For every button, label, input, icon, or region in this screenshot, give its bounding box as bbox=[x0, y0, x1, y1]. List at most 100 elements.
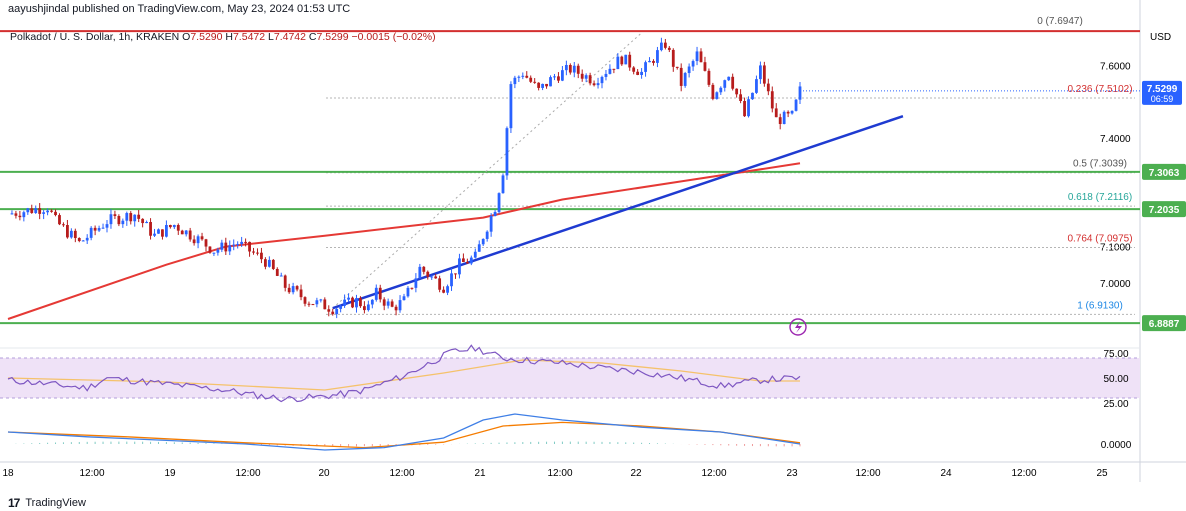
x-tick-label: 25 bbox=[1096, 468, 1108, 479]
candle bbox=[121, 220, 125, 225]
candle bbox=[446, 286, 449, 293]
candle bbox=[283, 275, 287, 288]
candle bbox=[347, 297, 350, 300]
candle bbox=[89, 227, 93, 238]
candle bbox=[137, 214, 141, 219]
candle bbox=[252, 251, 255, 253]
x-tick-label: 12:00 bbox=[701, 468, 726, 479]
candle bbox=[62, 224, 65, 226]
symbol-legend: Polkadot / U. S. Dollar, 1h, KRAKEN O7.5… bbox=[10, 31, 436, 43]
candle bbox=[608, 68, 612, 74]
candle bbox=[10, 213, 14, 215]
candle bbox=[287, 287, 291, 293]
rsi-band bbox=[0, 358, 1140, 398]
candle bbox=[279, 275, 283, 277]
candle bbox=[739, 94, 742, 101]
candle bbox=[691, 61, 695, 67]
candle bbox=[73, 230, 77, 239]
support-price-label: 6.8887 bbox=[1149, 319, 1180, 330]
candle bbox=[533, 81, 537, 83]
currency-label: USD bbox=[1150, 32, 1171, 43]
candle bbox=[557, 76, 560, 81]
fib-retracement-diagonal bbox=[332, 32, 642, 309]
candle bbox=[628, 54, 632, 68]
candle bbox=[576, 65, 580, 74]
candle bbox=[766, 83, 770, 92]
candle bbox=[549, 77, 552, 87]
x-tick-label: 12:00 bbox=[235, 468, 260, 479]
candle bbox=[430, 276, 434, 278]
bar-countdown: 06:59 bbox=[1151, 94, 1174, 104]
candle bbox=[592, 83, 596, 86]
x-tick-label: 24 bbox=[940, 468, 952, 479]
candle bbox=[561, 70, 564, 81]
current-price-label: 7.5299 bbox=[1147, 84, 1178, 95]
candle bbox=[572, 65, 576, 73]
candle bbox=[687, 66, 691, 74]
candle bbox=[382, 299, 386, 306]
candle bbox=[97, 228, 101, 231]
candle bbox=[299, 289, 303, 298]
candle bbox=[652, 60, 655, 63]
x-tick-label: 18 bbox=[2, 468, 14, 479]
candle bbox=[426, 271, 430, 277]
candle bbox=[323, 299, 327, 310]
support-price-label: 7.3063 bbox=[1149, 168, 1180, 179]
candle bbox=[568, 64, 572, 73]
candle bbox=[442, 289, 445, 293]
y-tick-label: 7.6000 bbox=[1100, 61, 1131, 72]
candle bbox=[707, 70, 711, 85]
candle bbox=[616, 56, 620, 70]
candle bbox=[212, 252, 216, 254]
candle bbox=[529, 77, 533, 82]
candle bbox=[747, 99, 750, 117]
candle bbox=[81, 240, 85, 242]
candle bbox=[450, 273, 453, 287]
candles bbox=[10, 37, 802, 319]
candle bbox=[604, 73, 608, 77]
lightning-bolt bbox=[795, 321, 802, 333]
footer: 17 TradingView bbox=[8, 496, 86, 510]
candle bbox=[667, 47, 671, 50]
candle bbox=[216, 249, 220, 253]
candle bbox=[113, 214, 117, 217]
candle bbox=[161, 229, 164, 237]
candle bbox=[671, 49, 675, 67]
candle bbox=[699, 51, 703, 63]
candle bbox=[751, 92, 754, 100]
x-tick-label: 19 bbox=[164, 468, 176, 479]
candle bbox=[458, 258, 461, 275]
candle bbox=[291, 286, 295, 293]
fib-label: 0.236 (7.5102) bbox=[1067, 84, 1132, 95]
candle bbox=[715, 92, 719, 99]
candle bbox=[264, 259, 267, 267]
candle bbox=[660, 42, 663, 51]
candle bbox=[125, 213, 129, 221]
rsi-tick-label: 25.00 bbox=[1103, 399, 1128, 410]
candle bbox=[644, 62, 647, 72]
candle bbox=[782, 111, 786, 125]
candle bbox=[517, 76, 521, 78]
candle bbox=[663, 42, 667, 48]
candle bbox=[101, 227, 105, 229]
candle bbox=[525, 75, 529, 78]
candle bbox=[770, 91, 774, 109]
candle bbox=[390, 301, 394, 307]
fib-label: 1 (6.9130) bbox=[1077, 300, 1123, 311]
x-tick-label: 21 bbox=[474, 468, 486, 479]
candle bbox=[703, 62, 707, 71]
support-price-label: 7.2035 bbox=[1149, 205, 1180, 216]
candle bbox=[38, 208, 42, 214]
candle bbox=[711, 84, 715, 99]
moving-average-line bbox=[7, 162, 801, 320]
candle bbox=[501, 175, 505, 194]
fib-label: 0.618 (7.2116) bbox=[1068, 192, 1132, 203]
trendline bbox=[332, 114, 904, 310]
candle bbox=[398, 300, 402, 311]
candle bbox=[374, 287, 378, 300]
candle bbox=[153, 233, 156, 236]
candle bbox=[359, 298, 362, 307]
candle bbox=[584, 75, 588, 79]
candle bbox=[477, 244, 481, 252]
